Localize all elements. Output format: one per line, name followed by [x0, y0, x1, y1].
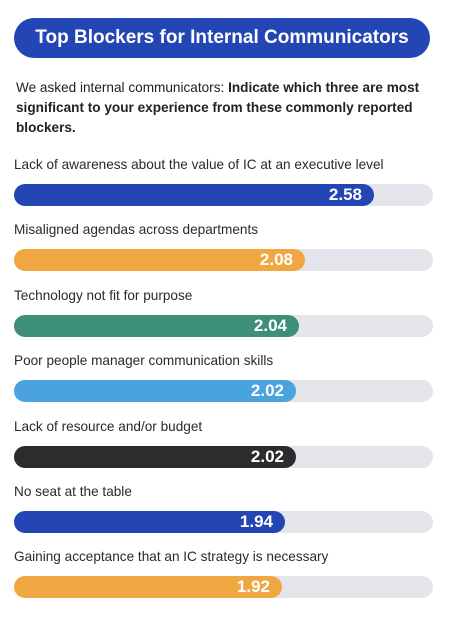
bar-track: 2.02 [14, 445, 433, 468]
bar-row: Gaining acceptance that an IC strategy i… [14, 548, 434, 599]
intro-question: Indicate which three are most significan… [16, 80, 420, 135]
bar-category-label: Technology not fit for purpose [14, 287, 193, 303]
bar-value-label: 2.08 [259, 250, 293, 270]
bar-track: 2.04 [14, 314, 433, 337]
bar [14, 314, 299, 337]
bar-value-label: 2.02 [250, 446, 284, 466]
bar-track: 1.92 [14, 576, 433, 599]
bar-row: Poor people manager communication skills… [14, 352, 434, 403]
bar-row: Lack of awareness about the value of IC … [14, 156, 434, 206]
bar-track: 2.02 [14, 380, 433, 403]
bar-category-label: No seat at the table [14, 484, 132, 499]
bar-value-label: 2.04 [253, 315, 287, 335]
bar [14, 249, 305, 272]
bar-category-label: Misaligned agendas across departments [14, 222, 259, 238]
bar-category-label: Lack of resource and/or budget [14, 418, 203, 434]
bar-row: Lack of resource and/or budget 2.02 [14, 418, 434, 468]
bar-row: Technology not fit for purpose 2.04 [14, 287, 434, 337]
bar-category-label: Poor people manager communication skills [14, 353, 274, 369]
bar [14, 380, 296, 403]
bar-track: 1.94 [14, 511, 433, 533]
bar-category-label: Gaining acceptance that an IC strategy i… [14, 549, 329, 565]
bar-value-label: 1.94 [239, 512, 273, 531]
bar [14, 184, 374, 206]
bar-track: 2.58 [14, 184, 433, 206]
bar-value-label: 1.92 [236, 577, 270, 597]
bar [14, 511, 285, 533]
bar-category-label: Lack of awareness about the value of IC … [14, 157, 384, 172]
chart-title: Top Blockers for Internal Communicators [14, 18, 430, 58]
bar-row: No seat at the table 1.94 [14, 483, 434, 533]
bar [14, 576, 282, 599]
bar-value-label: 2.58 [328, 185, 362, 204]
bar-row: Misaligned agendas across departments 2.0… [14, 221, 434, 272]
bar [14, 445, 296, 468]
intro-text: We asked internal communicators: Indicat… [16, 78, 436, 138]
bar-value-label: 2.02 [250, 381, 284, 401]
intro-plain: We asked internal communicators: [16, 80, 229, 95]
bar-track: 2.08 [14, 249, 433, 272]
